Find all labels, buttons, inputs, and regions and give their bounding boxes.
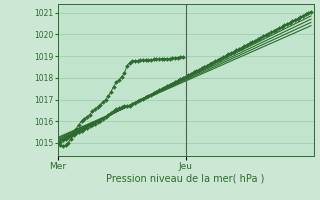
X-axis label: Pression niveau de la mer( hPa ): Pression niveau de la mer( hPa ) (107, 173, 265, 183)
